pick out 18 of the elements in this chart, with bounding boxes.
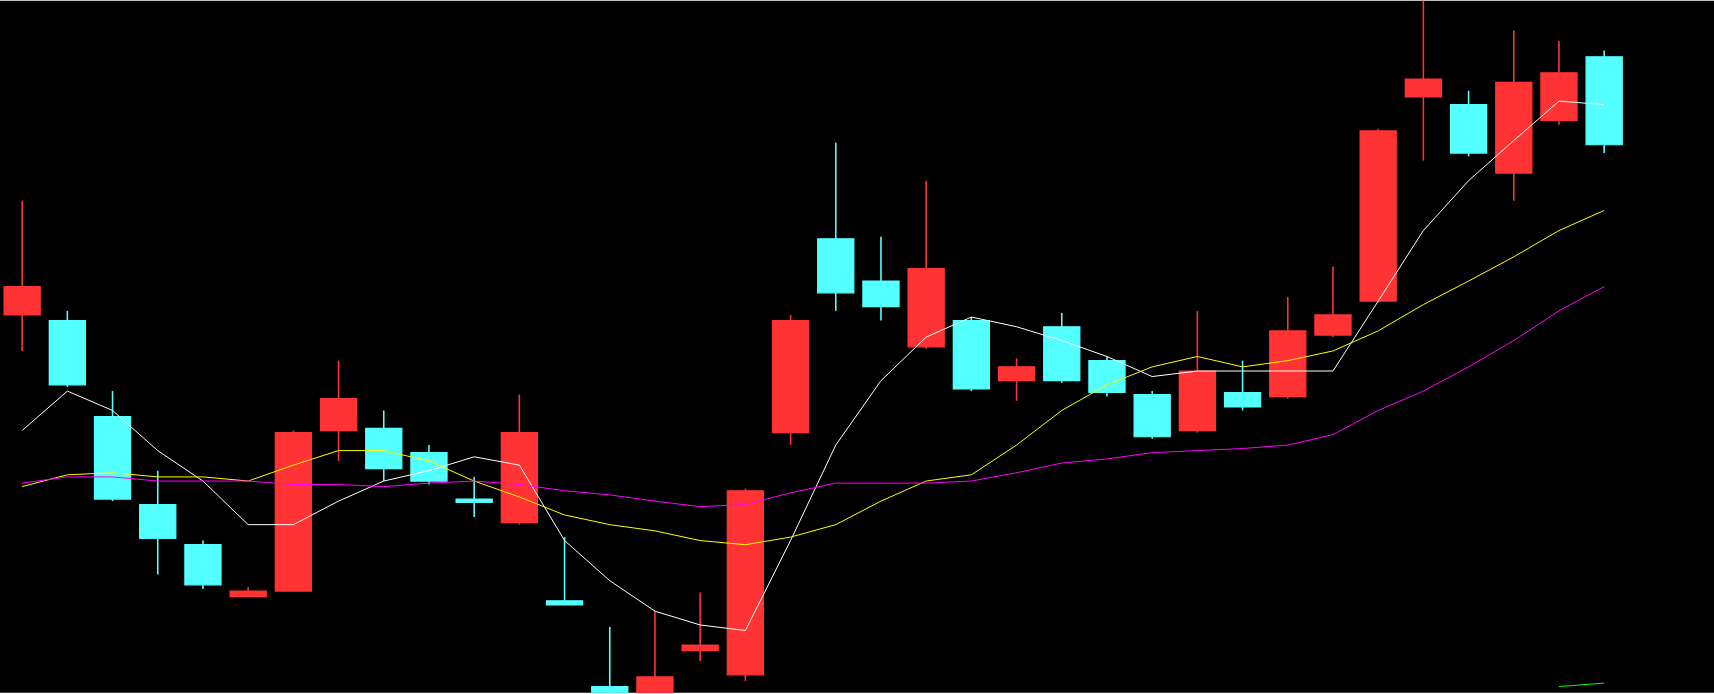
candlestick [1223, 360, 1262, 412]
candlestick [1088, 355, 1126, 398]
candlestick [636, 610, 674, 694]
candlestick [545, 536, 584, 606]
candlestick [184, 539, 222, 590]
candlestick [455, 476, 493, 519]
candlestick [1540, 40, 1578, 126]
candlestick [681, 591, 719, 662]
candlestick [319, 360, 358, 462]
candlestick [410, 444, 448, 486]
candlestick [365, 409, 403, 483]
candlestick [1133, 390, 1171, 440]
candlestick [139, 470, 177, 576]
candlestick [1314, 265, 1352, 339]
candlestick [997, 357, 1036, 402]
candlestick [3, 200, 41, 352]
candlestick [1404, 0, 1443, 162]
candlestick [862, 236, 900, 322]
